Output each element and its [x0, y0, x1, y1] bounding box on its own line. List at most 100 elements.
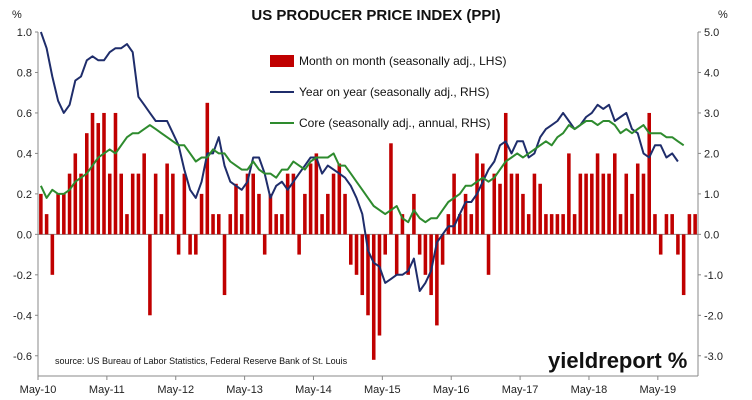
- mom-bar: [383, 234, 387, 255]
- mom-bar: [590, 173, 594, 235]
- mom-bar: [297, 234, 301, 255]
- mom-bar: [681, 234, 686, 296]
- x-tick-label: May-11: [89, 384, 125, 396]
- right-tick-label: 3.0: [704, 108, 719, 120]
- right-tick-label: -2.0: [704, 310, 723, 322]
- mom-bar: [509, 173, 514, 235]
- mom-bar: [458, 214, 462, 235]
- mom-bar: [446, 214, 451, 235]
- mom-bar: [331, 173, 336, 235]
- x-tick-label: May-18: [571, 384, 608, 396]
- mom-bar: [50, 234, 55, 275]
- mom-bar: [171, 173, 175, 235]
- right-axis-unit: %: [718, 9, 728, 21]
- mom-bar: [251, 173, 255, 235]
- mom-bar: [417, 234, 422, 255]
- mom-bar: [532, 173, 537, 235]
- mom-bar: [96, 123, 101, 235]
- mom-bar: [205, 102, 210, 235]
- x-tick-label: May-16: [433, 384, 470, 396]
- mom-bar: [148, 234, 152, 316]
- mom-bar: [262, 234, 267, 255]
- right-tick-label: -1.0: [704, 270, 723, 282]
- mom-bar: [498, 183, 502, 235]
- source-note: source: US Bureau of Labor Statistics, F…: [55, 356, 348, 366]
- mom-bar: [153, 173, 158, 235]
- mom-bar: [664, 214, 669, 235]
- mom-bar: [613, 153, 617, 235]
- right-tick-label: 1.0: [704, 189, 719, 201]
- mom-bar: [136, 173, 141, 235]
- mom-bar: [676, 234, 680, 255]
- mom-bar: [165, 163, 169, 235]
- mom-bar: [39, 193, 43, 235]
- mom-bar: [62, 193, 66, 235]
- mom-bar: [503, 112, 508, 235]
- plot-area: 1.0 0.8 0.6 0.4 0.2 0.0 -0.2 -0.4 -0.6 5.0 4.0 3.0 2…: [13, 27, 723, 396]
- mom-bar: [406, 234, 410, 275]
- mom-bar: [693, 214, 697, 235]
- mom-bar: [119, 173, 123, 235]
- mom-bar: [228, 214, 233, 235]
- mom-bar: [371, 234, 376, 360]
- left-tick-label: 0.8: [17, 67, 32, 79]
- mom-bar: [526, 214, 531, 235]
- mom-bar: [486, 234, 491, 275]
- chart-title: US PRODUCER PRICE INDEX (PPI): [251, 7, 500, 24]
- mom-bar: [268, 193, 273, 235]
- mom-bar: [343, 193, 347, 235]
- mom-bar: [337, 163, 342, 235]
- mom-bar: [56, 193, 60, 235]
- mom-bar: [412, 193, 416, 235]
- mom-bar: [113, 112, 118, 235]
- mom-bar: [463, 193, 468, 235]
- mom-bar: [320, 214, 324, 235]
- mom-bar: [555, 214, 560, 235]
- left-tick-label: 0.6: [17, 108, 32, 120]
- legend-label-core: Core (seasonally adj., annual, RHS): [299, 116, 490, 130]
- mom-bar: [630, 193, 634, 235]
- mom-bar: [658, 234, 663, 255]
- mom-bar: [44, 214, 49, 235]
- legend: Month on month (seasonally adj., LHS) Ye…: [270, 54, 506, 130]
- mom-bar: [245, 173, 250, 235]
- mom-bar: [440, 234, 445, 265]
- mom-bar: [647, 112, 651, 235]
- mom-bar: [360, 234, 365, 296]
- x-tick-label: May-15: [364, 384, 401, 396]
- x-tick-label: May-19: [639, 384, 676, 396]
- right-tick-label: -3.0: [704, 351, 723, 363]
- mom-bar: [349, 234, 353, 265]
- mom-bar: [354, 234, 359, 275]
- legend-swatch-mom: [270, 55, 294, 67]
- mom-bar: [199, 193, 204, 235]
- mom-bar: [107, 173, 112, 235]
- x-tick-label: May-12: [157, 384, 194, 396]
- right-tick-label: 4.0: [704, 67, 719, 79]
- mom-bar: [624, 173, 629, 235]
- mom-bar: [538, 183, 542, 235]
- mom-bar: [67, 173, 72, 235]
- mom-bar: [452, 173, 456, 235]
- right-tick-label: 2.0: [704, 148, 719, 160]
- mom-bar: [314, 153, 319, 235]
- mom-bar: [572, 214, 577, 235]
- mom-bar: [285, 173, 290, 235]
- mom-bar: [601, 173, 606, 235]
- mom-bar: [435, 234, 439, 326]
- mom-bar: [326, 193, 330, 235]
- mom-bar: [73, 153, 78, 235]
- mom-bar: [90, 112, 95, 235]
- left-tick-label: 0.2: [17, 189, 32, 201]
- yieldreport-logo: yieldreport %: [548, 348, 687, 373]
- legend-label-yoy: Year on year (seasonally adj., RHS): [299, 85, 489, 99]
- mom-bar: [303, 193, 307, 235]
- mom-bar: [79, 173, 83, 235]
- mom-bar: [394, 234, 399, 275]
- right-tick-label: 5.0: [704, 27, 719, 39]
- mom-bar: [549, 214, 554, 235]
- mom-bar: [595, 153, 600, 235]
- mom-bar: [211, 214, 215, 235]
- mom-bar: [239, 214, 244, 235]
- mom-bar: [222, 234, 227, 296]
